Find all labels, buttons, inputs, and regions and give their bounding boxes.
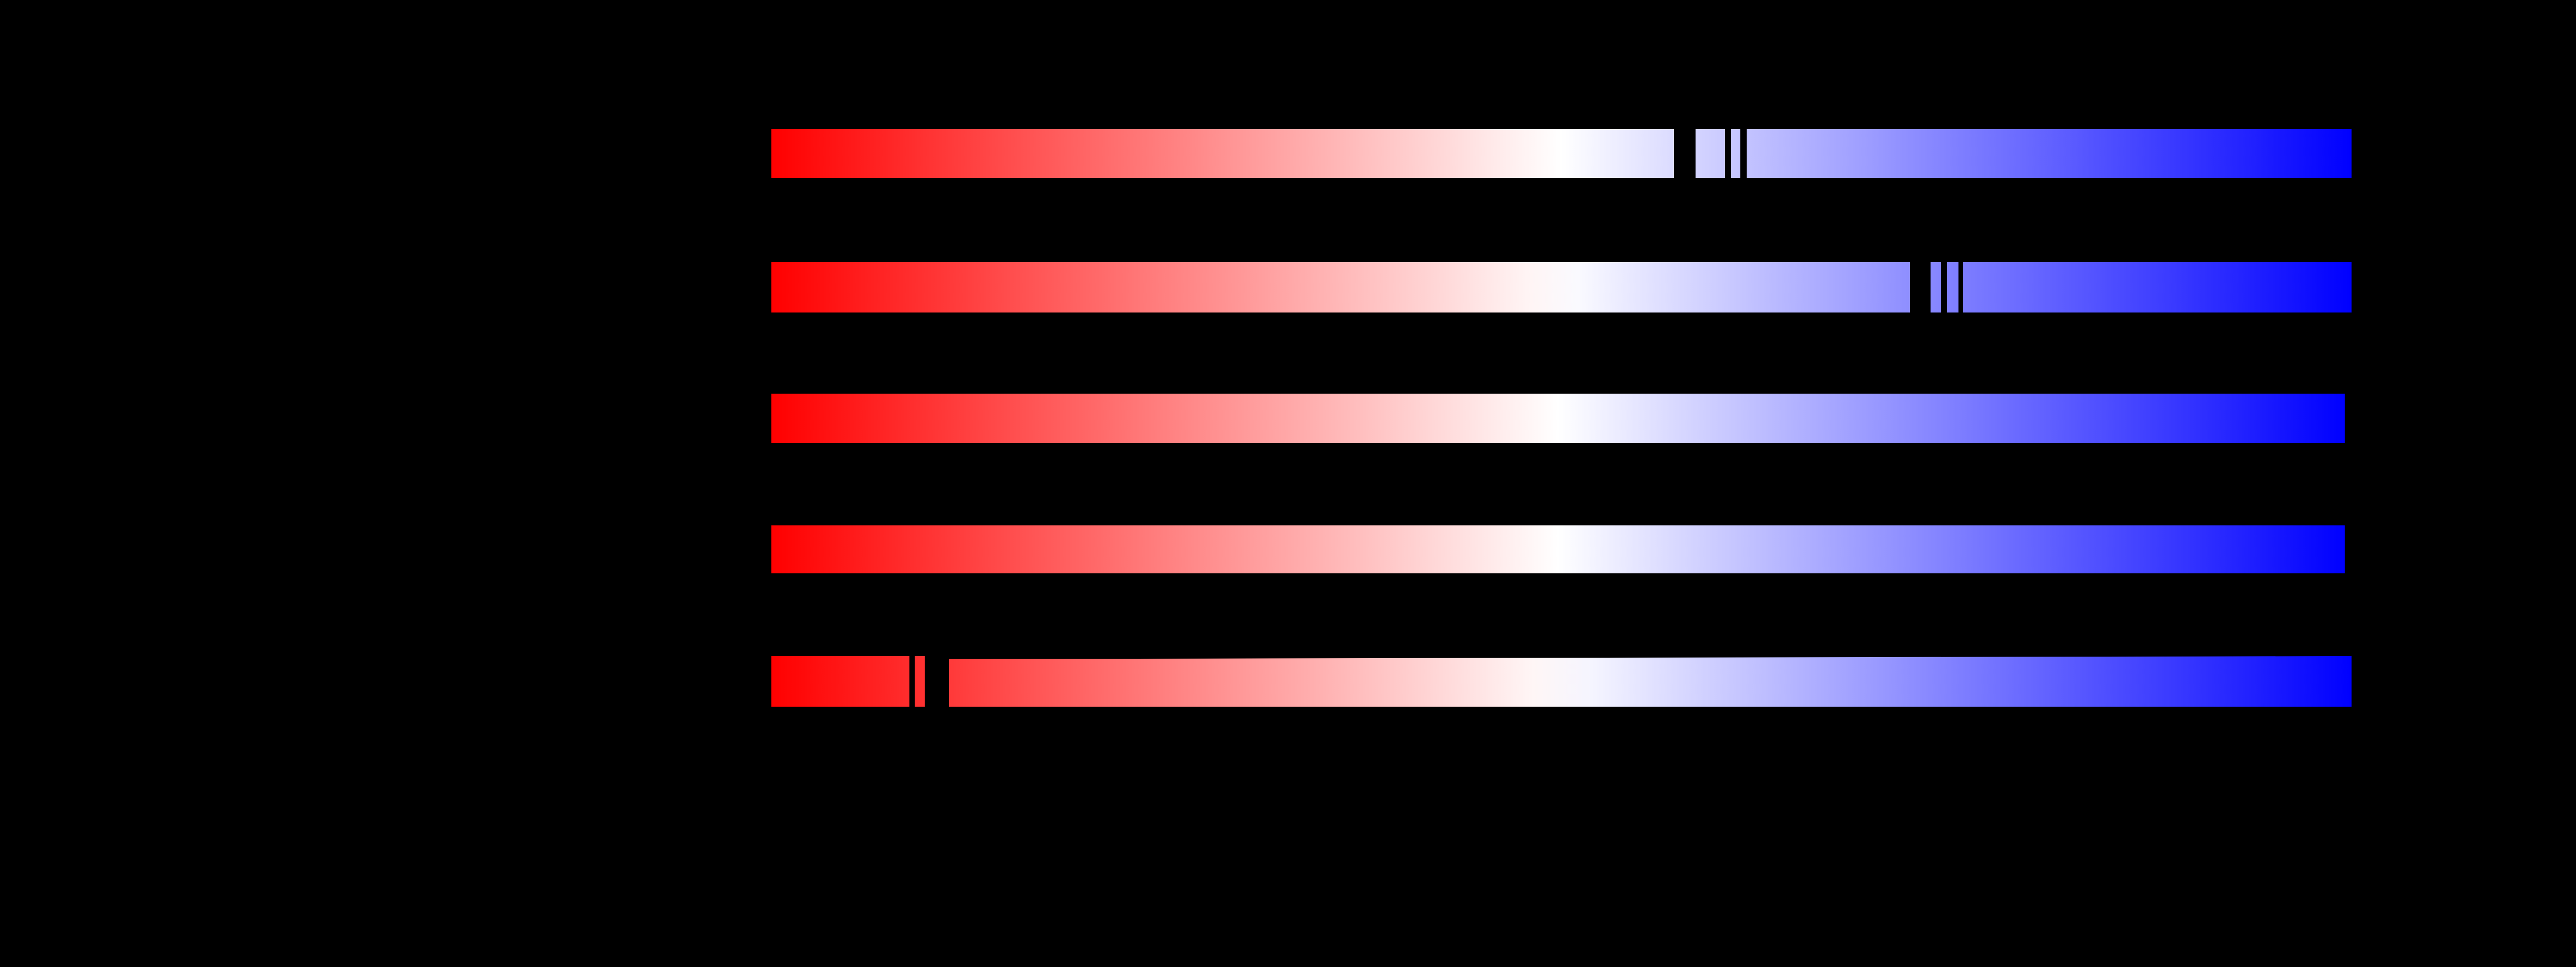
colorbar-segment — [1931, 262, 1941, 312]
colorbar-row — [771, 129, 2352, 178]
colorbar-segment — [949, 656, 2352, 707]
colorbar-segment — [1747, 129, 2352, 178]
colorbar-segment — [771, 525, 2345, 573]
colorbar-segment — [771, 129, 1674, 178]
colorbar-row — [771, 656, 2352, 707]
colorbar-segment — [771, 656, 909, 707]
colorbar-segment — [1963, 262, 2352, 312]
colorbar-row — [771, 262, 2352, 312]
colorbar-segment — [1947, 262, 1958, 312]
colorbar-segment — [1731, 129, 1740, 178]
colorbar-segment — [915, 656, 925, 707]
colorbar-segment — [771, 262, 1910, 312]
colorbar-segment — [771, 394, 2345, 443]
colorbar-row — [771, 525, 2345, 573]
colorbar-row — [771, 394, 2345, 443]
colorbar-segment — [1696, 129, 1725, 178]
